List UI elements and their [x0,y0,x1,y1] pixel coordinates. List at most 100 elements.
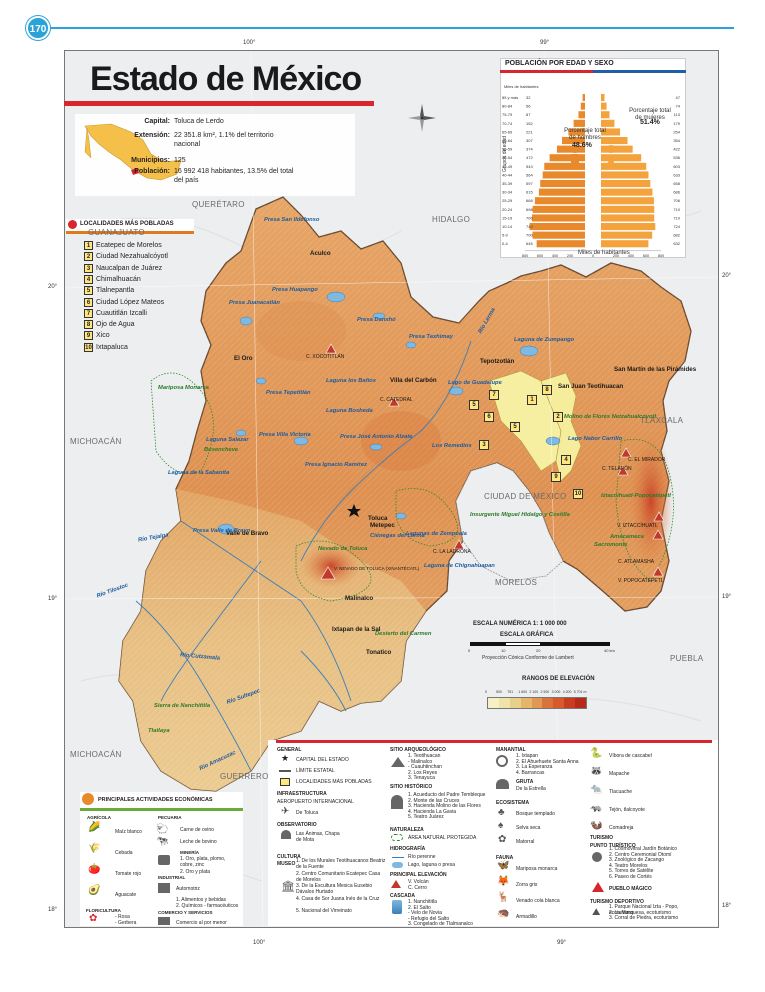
title-underline [64,101,374,106]
localidad-item: 7 Cuautitlán Izcalli [84,308,147,318]
airplane-icon: ✈ [281,806,290,817]
men-value: 543 [526,164,533,169]
localidad-number: 4 [84,274,93,284]
elevation-tick: 2 900 [540,690,550,694]
women-value: 686 [673,190,680,195]
bar-women-0-4 [601,240,649,248]
lake-icon [392,862,403,868]
localidad-item: 10 Ixtapaluca [84,342,128,352]
boundary-line-icon [279,770,291,772]
localidad-item: 1 Ecatepec de Morelos [84,241,162,250]
age-label: 60-64 [502,138,513,143]
mine-icon [158,855,170,865]
bar-men-20-24 [532,205,585,213]
scale-graphic-title: ESCALA GRÁFICA [500,632,554,638]
scale-bar [470,642,610,646]
peak-mirador: C. EL MIRADOR [628,457,666,463]
localidad-name: Ciudad Nezahualcóyotl [96,253,168,261]
men-value: 32 [526,95,531,100]
men-value: 645 [526,241,533,246]
sitio-arq-item: 1. Teotihuacan [408,753,441,759]
bar-women-55-59 [601,145,633,153]
men-value: 668 [526,198,533,203]
men-value: 472 [526,155,533,160]
sitio-arq-item: 3. Tenayuca [408,775,435,781]
state-guerrero: GUERRERO [220,772,269,781]
fauna-icon: 🦡 [590,802,603,813]
water-sabanita: Laguna de la Sabanita [168,470,230,476]
bar-men-45-49 [544,162,585,170]
map-marker-5b: 5 [510,422,520,432]
manantial-item: 4. Barrancas [516,769,545,776]
sitio-hist-item: 1. Acueducto del Padre Tembleque [408,792,486,798]
age-label: 55-59 [502,147,513,152]
legend-observatorio-v: Las Ánimas, Chapa de Mota [296,831,340,843]
bar-men-30-34 [538,188,585,196]
punto-item: 1. Cosmovitral Jardín Botánico [609,846,678,852]
map-marker-3: 3 [479,440,489,450]
legend-elevacion: PRINCIPAL ELEVACIÓN [390,872,447,878]
coord-right-18: 18° [722,903,732,909]
info-key: Población: [134,168,170,175]
age-label: 85 y más [502,95,518,100]
info-value: 16 992 418 habitantes, 13.5% del total d… [174,168,294,184]
pyramid-chart: Miles de habitantes 85 y más 32 47 80-84 56 74… [502,84,681,258]
water-ramirez: Presa Ignacio Ramírez [305,462,367,468]
legend-bar [276,740,712,743]
age-label: 50-54 [502,155,513,160]
fauna-item: Comadreja [609,825,634,831]
city-san-martin: San Martín de las Pirámides [614,366,697,373]
legend-volcan: V. Volcán [408,879,429,885]
museum-icon: 🏛 [281,881,295,893]
women-value: 603 [673,164,680,169]
legend-naturaleza: NATURALEZA [390,827,424,833]
women-value: 724 [673,224,680,229]
localidad-number: 2 [84,252,93,262]
elevation-swatch [553,698,565,708]
fauna-icon: 🦔 [497,908,510,919]
punto-item: 6. Paseo de Cortés [609,873,652,880]
state-guanajuato: GUANAJUATO [88,228,145,237]
legend-localidades: LOCALIDADES MÁS POBLADAS [296,779,372,785]
legend [268,740,718,926]
men-label: Porcentaje total de hombres [564,128,606,141]
sitio-arq-item: 2. Los Reyes [408,769,438,776]
bar-men-25-29 [534,197,585,205]
state-tlaxcala: TLAXCALA [640,416,684,425]
bar-women-70-74 [601,119,615,127]
star-icon: ★ [281,753,290,763]
anp-nanchititla: Sierra de Nanchititla [154,703,211,709]
legend-selva: Selva seca [516,825,541,831]
localidad-name: Chimalhuacán [96,275,141,283]
fauna-icon: 🦦 [590,820,603,831]
bar-men-50-54 [549,154,585,162]
bar-men-75-79 [578,111,585,119]
legend-cerro: C. Cerro [408,885,427,891]
info-key: Capital: [144,118,170,125]
flor-item: - Rosa [115,914,130,920]
peak-telapon: C. TELAPÓN [602,466,632,472]
page-number: 170 [26,16,50,40]
sitio-hist-item: 5. Teatro Juárez [408,814,444,820]
hiker-icon: ⛰ [592,907,601,918]
men-value: 152 [526,121,533,126]
pyramid-tick: 800 [522,254,528,258]
tree-icon: ♣ [498,807,505,818]
museo-item: 5. Nacional del Virreinato [296,908,352,914]
cascada-item: - Refugio del Salto [408,915,450,922]
mineria-title: MINERÍA [180,850,199,855]
woman-body [606,154,616,168]
legend-punto: PUNTO TURÍSTICO [590,843,636,849]
map-marker-9: 9 [551,472,561,482]
mineria-item: 1. Oro, plata, plomo, cobre, zinc [180,856,226,868]
anp-icon [391,834,403,841]
spring-icon [496,755,508,767]
info-value: 22 351.8 km², 1.1% del territorio nacion… [174,132,274,148]
pyramid-tick: 600 [643,254,649,258]
men-pct: 48.6% [572,142,592,149]
state-michoacan: MICHOACÁN [70,437,122,446]
fauna-icon: 🦋 [497,860,510,871]
palm-icon: ♠ [498,820,504,831]
localidad-number: 3 [84,263,93,273]
compass-rose [408,104,436,132]
